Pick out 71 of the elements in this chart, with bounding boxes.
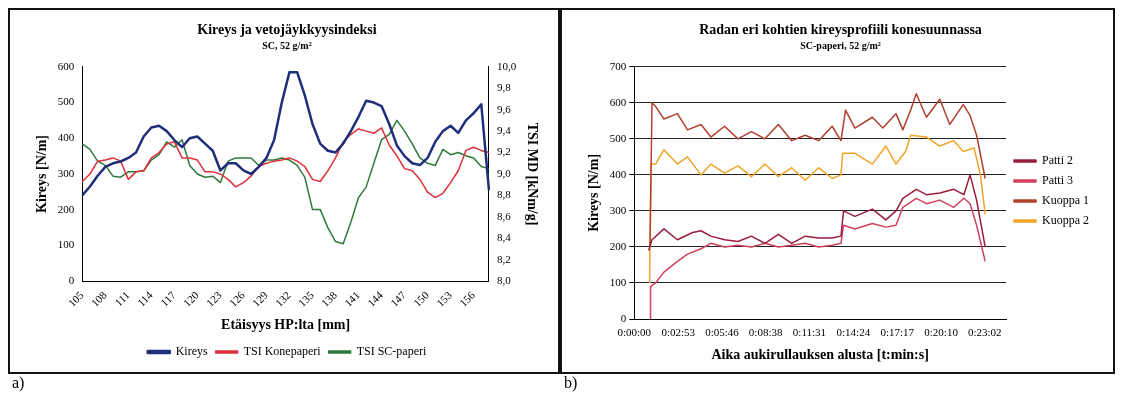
- y2-tick-label: 10,0: [496, 59, 517, 72]
- x-tick-label: 150: [410, 288, 432, 309]
- y-tick-label: 500: [609, 131, 627, 144]
- y-tick-label: 300: [609, 203, 627, 216]
- x-tick-label: 0:05:46: [705, 326, 740, 339]
- x-tick-label: 111: [112, 288, 132, 309]
- y2-tick-label: 9,0: [496, 166, 512, 179]
- y-tick-label: 600: [57, 59, 75, 72]
- x-tick-label: 120: [180, 288, 202, 309]
- y-tick-label: 200: [57, 202, 75, 215]
- y-tick-label: 300: [57, 166, 75, 179]
- y2-tick-label: 8,2: [496, 252, 511, 265]
- chart-title: Radan eri kohtien kireysprofiili konesuunnassa: [699, 22, 982, 38]
- chart-subtitle: SC-paperi, 52 g/m²: [800, 40, 881, 52]
- x-tick-label: 138: [318, 288, 340, 309]
- y2-axis-title: TSI MD [kNm/g]: [524, 122, 540, 226]
- x-tick-label: 141: [341, 288, 362, 309]
- y2-tick-label: 8,0: [496, 274, 512, 287]
- x-tick-label: 144: [364, 288, 386, 309]
- x-tick-label: 0:11:31: [792, 326, 827, 339]
- y-tick-label: 400: [609, 167, 627, 180]
- x-tick-label: 147: [387, 288, 409, 309]
- x-tick-label: 0:14:24: [836, 326, 871, 339]
- legend-label: Kireys: [175, 344, 209, 359]
- x-tick-label: 153: [433, 288, 455, 309]
- y-tick-label: 400: [57, 131, 75, 144]
- text: a): [11, 374, 26, 392]
- x-tick-label: 126: [226, 288, 248, 309]
- y-tick-label: 100: [609, 275, 627, 288]
- legend-label: Patti 3: [1042, 173, 1074, 188]
- y2-tick-label: 9,2: [496, 145, 511, 158]
- x-tick-label: 105: [65, 288, 87, 309]
- x-tick-label: 132: [272, 288, 293, 309]
- y-axis-title: Kireys [N/m]: [586, 153, 602, 232]
- x-tick-label: 0:23:02: [967, 326, 1002, 339]
- chart-subtitle: SC, 52 g/m²: [262, 40, 312, 52]
- x-tick-label: 156: [456, 288, 478, 309]
- y-tick-label: 100: [57, 238, 75, 251]
- x-tick-label: 117: [157, 288, 179, 309]
- legend-label: TSI SC-paperi: [356, 344, 427, 359]
- x-tick-label: 129: [249, 288, 271, 309]
- x-tick-label: 135: [295, 288, 317, 309]
- x-axis-title: Aika aukirullauksen alusta [t:min:s]: [711, 347, 929, 363]
- chart-title: Kireys ja vetojäykkyysindeksi: [197, 22, 377, 38]
- y-tick-label: 700: [609, 59, 627, 72]
- y-axis-title: Kireys [N/m]: [34, 135, 50, 213]
- y2-tick-label: 8,4: [496, 231, 512, 244]
- y2-tick-label: 9,4: [496, 124, 512, 137]
- legend-label: Kuoppa 2: [1042, 213, 1090, 228]
- x-tick-label: 0:08:38: [748, 326, 783, 339]
- y-tick-label: 600: [609, 95, 627, 108]
- x-axis-title: Etäisyys HP:lta [mm]: [221, 317, 351, 333]
- y-tick-label: 0: [620, 311, 627, 324]
- x-tick-label: 0:20:10: [924, 326, 959, 339]
- y-tick-label: 0: [68, 274, 75, 287]
- y2-tick-label: 8,8: [496, 188, 512, 201]
- y-tick-label: 200: [609, 239, 627, 252]
- y2-tick-label: 9,8: [496, 81, 512, 94]
- x-tick-label: 123: [203, 288, 225, 309]
- x-tick-label: 114: [134, 288, 156, 309]
- text: b): [563, 374, 579, 392]
- x-tick-label: 0:02:53: [661, 326, 696, 339]
- x-tick-label: 0:17:17: [880, 326, 915, 339]
- y-tick-label: 500: [57, 95, 75, 108]
- legend-label: Kuoppa 1: [1042, 193, 1090, 208]
- legend-label: TSI Konepaperi: [243, 344, 322, 359]
- legend-label: Patti 2: [1042, 153, 1074, 168]
- y2-tick-label: 8,6: [496, 209, 512, 222]
- x-tick-label: 0:00:00: [617, 326, 652, 339]
- y2-tick-label: 9,6: [496, 102, 512, 115]
- x-tick-label: 108: [88, 288, 110, 309]
